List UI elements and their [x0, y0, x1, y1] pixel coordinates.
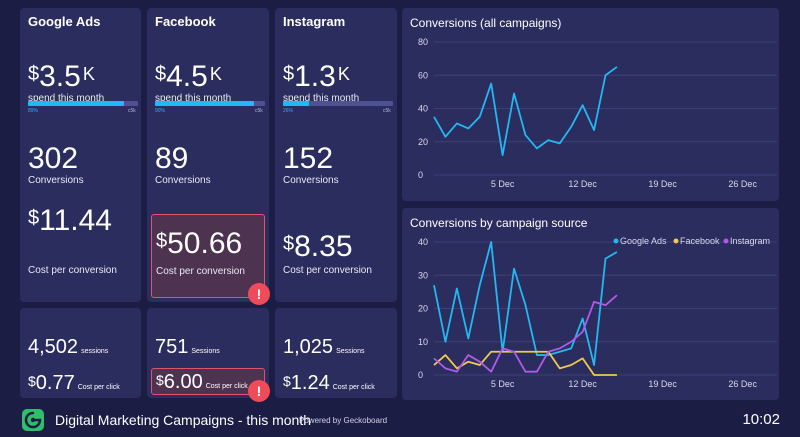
cost-per-conversion-label: Cost per conversion: [283, 265, 372, 276]
dashboard-title: Digital Marketing Campaigns - this month: [55, 412, 311, 428]
column-title: Instagram: [283, 14, 346, 29]
column-title: Facebook: [155, 14, 216, 29]
spend-progress-max: c5k: [255, 108, 263, 114]
conversions-label: Conversions: [28, 175, 84, 186]
x-tick-label: 5 Dec: [491, 379, 515, 389]
spend-progress-max: c5k: [383, 108, 391, 114]
spend-progress-bar: [28, 101, 138, 106]
spend-label: spend this month: [283, 93, 360, 104]
sessions-value: 1,025 Sessions: [283, 336, 365, 358]
spend-progress-fill: [155, 101, 254, 106]
cost-per-conversion-value: $8.35: [283, 230, 353, 263]
conversions-value: 89: [155, 142, 189, 175]
spend-progress-bar: [283, 101, 393, 106]
spend-progress-max: c5k: [128, 108, 136, 114]
cost-per-click-value: $6.00 Cost per click: [156, 371, 248, 393]
series-line-facebook: [433, 350, 617, 376]
google-ads-sessions-panel: 4,502 sessions $0.77 Cost per click: [20, 308, 141, 398]
cost-per-conversion-label: Cost per conversion: [156, 266, 245, 277]
google-ads-main-panel: Google Ads $3.5 K spend this month 89% c5…: [20, 8, 141, 302]
y-tick-label: 0: [418, 170, 423, 180]
conversions-label: Conversions: [283, 175, 339, 186]
facebook-sessions-panel: 751 Sessions $6.00 Cost per click !: [147, 308, 270, 402]
y-tick-label: 0: [418, 370, 423, 380]
conversions-by-source-chart: 0 10 20 30 40 5 Dec 12 Dec 19 Dec 26 Dec Google A…: [418, 236, 777, 389]
cost-per-click-value: $0.77 Cost per click: [28, 372, 120, 394]
legend-marker: [613, 238, 619, 244]
y-tick-label: 80: [418, 37, 428, 47]
cost-per-conversion-label: Cost per conversion: [28, 265, 117, 276]
alert-icon[interactable]: !: [248, 380, 270, 402]
facebook-main-panel: Facebook $4.5 K spend this month 90% c5k …: [147, 8, 270, 305]
chart-title: Conversions (all campaigns): [410, 16, 562, 30]
cost-per-conversion-value: $50.66: [156, 227, 243, 260]
cost-per-conversion-value: $11.44: [28, 204, 112, 237]
cost-per-click-value: $1.24 Cost per click: [283, 372, 375, 394]
y-tick-label: 40: [418, 237, 428, 247]
sessions-value: 4,502 sessions: [28, 336, 109, 358]
column-title: Google Ads: [28, 14, 101, 29]
x-tick-label: 26 Dec: [728, 179, 757, 189]
instagram-sessions-panel: 1,025 Sessions $1.24 Cost per click: [275, 308, 397, 398]
conversions-by-source-chart-panel: Conversions by campaign source 0 10 20 30 40…: [402, 208, 779, 400]
chart-title: Conversions by campaign source: [410, 216, 588, 230]
x-tick-label: 26 Dec: [728, 379, 757, 389]
series-line-google-ads: [433, 241, 618, 366]
y-tick-label: 10: [418, 337, 428, 347]
x-tick-label: 19 Dec: [648, 179, 677, 189]
spend-progress-fill: [28, 101, 124, 106]
legend-label: Google Ads: [620, 236, 667, 246]
spend-value: $1.3 K: [283, 60, 350, 93]
spend-value: $4.5 K: [155, 60, 222, 93]
spend-label: spend this month: [155, 93, 232, 104]
cost-per-conversion-alert-box: $50.66 Cost per conversion: [151, 214, 265, 298]
footer: Digital Marketing Campaigns - this month…: [0, 402, 800, 437]
powered-by[interactable]: Powered by Geckoboard: [299, 416, 388, 425]
series-line-instagram: [433, 294, 618, 373]
spend-progress-pct: 26%: [283, 108, 294, 114]
legend-marker: [673, 238, 679, 244]
conversions-value: 302: [28, 142, 79, 175]
instagram-main-panel: Instagram $1.3 K spend this month 26% c5k…: [275, 8, 397, 302]
x-tick-label: 19 Dec: [648, 379, 677, 389]
conversions-all-chart-panel: Conversions (all campaigns) 0 20 40 60 80 5 D…: [402, 8, 779, 201]
alert-icon[interactable]: !: [248, 283, 270, 305]
x-tick-label: 12 Dec: [568, 179, 597, 189]
sessions-value: 751 Sessions: [155, 336, 220, 358]
spend-progress-pct: 89%: [28, 108, 39, 114]
y-tick-label: 40: [418, 104, 428, 114]
x-tick-label: 12 Dec: [568, 379, 597, 389]
spend-progress-pct: 90%: [155, 108, 166, 114]
y-tick-label: 20: [418, 304, 428, 314]
cost-per-click-alert-box: $6.00 Cost per click: [151, 368, 265, 395]
spend-value: $3.5 K: [28, 60, 95, 93]
y-tick-label: 30: [418, 270, 428, 280]
conversions-all-chart: 0 20 40 60 80 5 Dec 12 Dec 19 Dec 26 Dec: [418, 37, 777, 189]
geckoboard-logo-icon: [22, 409, 44, 431]
y-tick-label: 60: [418, 70, 428, 80]
series-line-0: [433, 66, 618, 156]
spend-progress-bar: [155, 101, 265, 106]
conversions-label: Conversions: [155, 175, 211, 186]
clock: 10:02: [742, 411, 780, 428]
x-tick-label: 5 Dec: [491, 179, 515, 189]
conversions-value: 152: [283, 142, 334, 175]
legend-label: Facebook: [680, 236, 720, 246]
legend-marker: [723, 238, 729, 244]
spend-label: spend this month: [28, 93, 105, 104]
legend-label: Instagram: [730, 236, 770, 246]
spend-progress-fill: [283, 101, 310, 106]
y-tick-label: 20: [418, 137, 428, 147]
